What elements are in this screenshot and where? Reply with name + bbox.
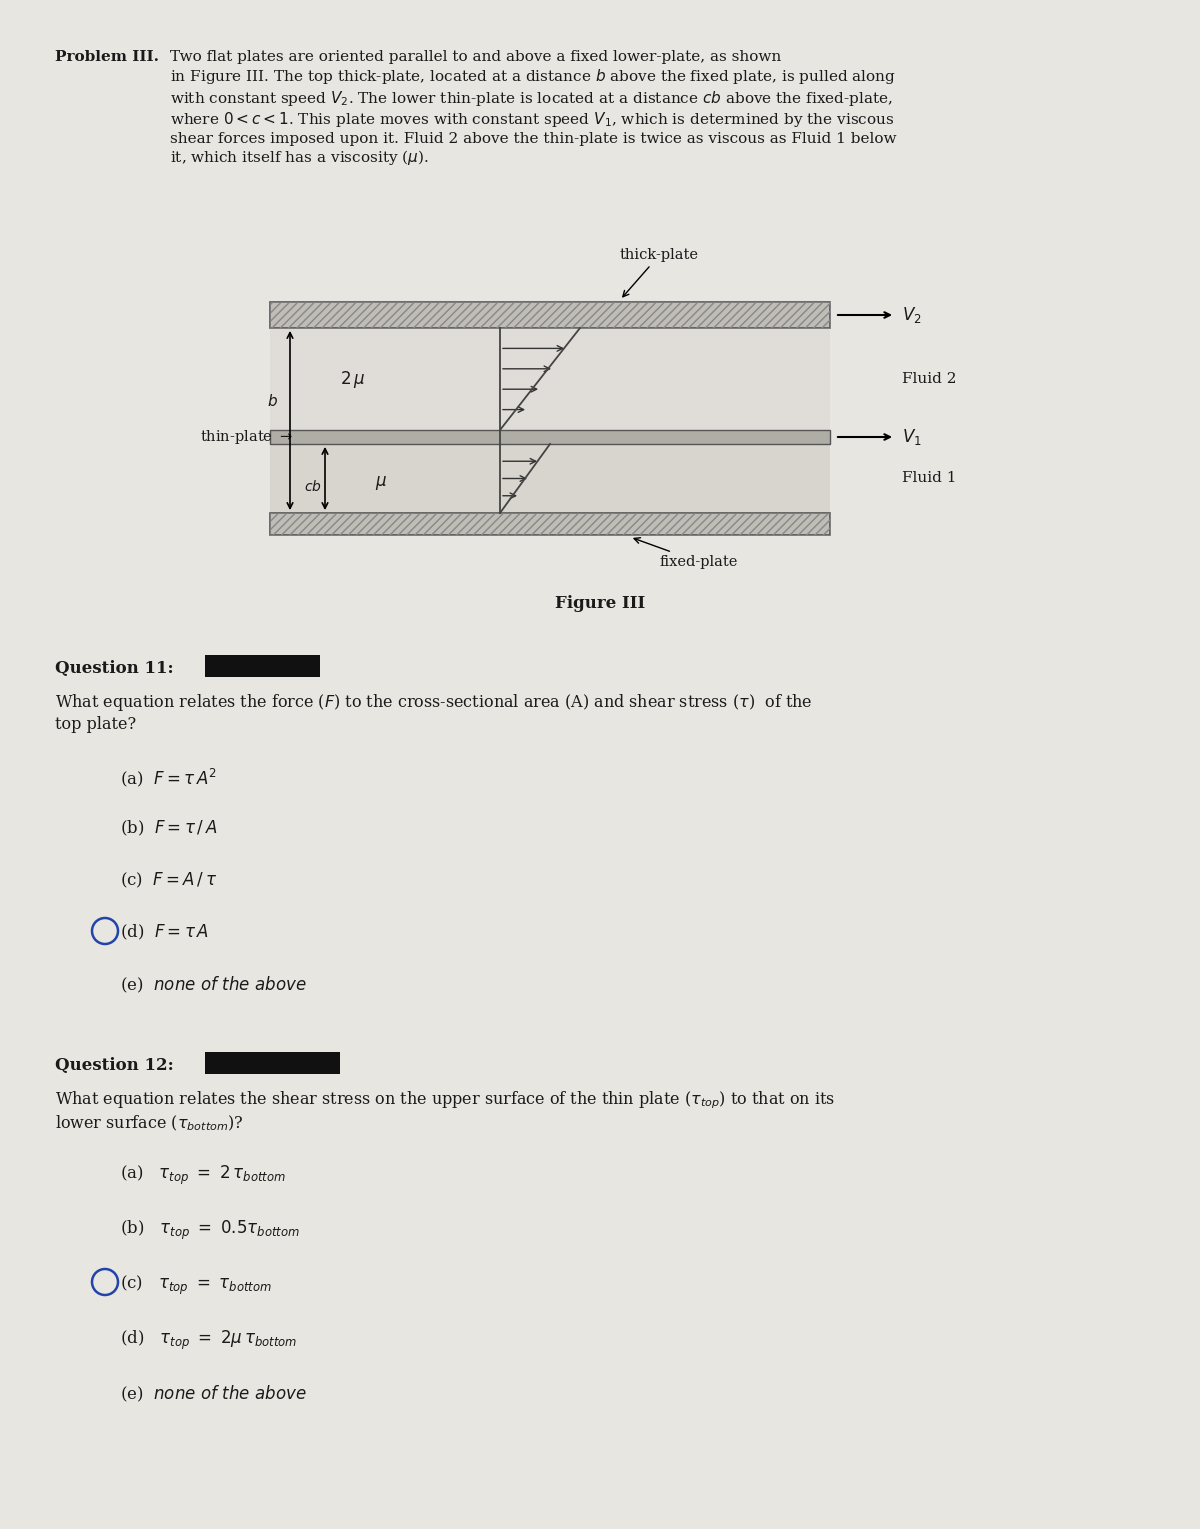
Bar xyxy=(270,303,830,329)
Bar xyxy=(205,1052,340,1073)
Bar xyxy=(270,443,830,514)
Text: (d)   $\tau_{top}\ =\ 2\mu\,\tau_{bottom}$: (d) $\tau_{top}\ =\ 2\mu\,\tau_{bottom}$ xyxy=(120,1329,298,1352)
Text: $cb$: $cb$ xyxy=(305,479,322,494)
Text: Problem III.: Problem III. xyxy=(55,50,158,64)
Text: (a)  $F = \tau\,A^2$: (a) $F = \tau\,A^2$ xyxy=(120,768,217,789)
Text: thick-plate: thick-plate xyxy=(620,248,698,297)
Text: What equation relates the force ($F$) to the cross-sectional area (A) and shear : What equation relates the force ($F$) to… xyxy=(55,693,812,732)
Bar xyxy=(270,303,830,329)
Text: (c)  $F = A\,/\,\tau$: (c) $F = A\,/\,\tau$ xyxy=(120,872,217,890)
Text: (b)  $F = \tau\,/\,A$: (b) $F = \tau\,/\,A$ xyxy=(120,820,217,838)
Text: $V_1$: $V_1$ xyxy=(902,427,922,446)
Bar xyxy=(270,430,830,443)
Text: (e)  $\it{none\ of\ the\ above}$: (e) $\it{none\ of\ the\ above}$ xyxy=(120,976,306,995)
Text: Question 12:: Question 12: xyxy=(55,1057,180,1073)
Text: $2\,\mu$: $2\,\mu$ xyxy=(340,368,365,390)
Text: Two flat plates are oriented parallel to and above a fixed lower-plate, as shown: Two flat plates are oriented parallel to… xyxy=(170,50,896,167)
Text: (d)  $F = \tau\,A$: (d) $F = \tau\,A$ xyxy=(120,924,209,942)
Text: (c)   $\tau_{top}\ =\ \tau_{bottom}$: (c) $\tau_{top}\ =\ \tau_{bottom}$ xyxy=(120,1274,272,1297)
Text: Fluid 2: Fluid 2 xyxy=(902,372,956,385)
Text: thin-plate $\rightarrow$: thin-plate $\rightarrow$ xyxy=(200,428,293,446)
Text: (e)  $\it{none\ of\ the\ above}$: (e) $\it{none\ of\ the\ above}$ xyxy=(120,1384,306,1404)
Bar xyxy=(270,514,830,535)
Text: What equation relates the shear stress on the upper surface of the thin plate ($: What equation relates the shear stress o… xyxy=(55,1089,835,1133)
Text: (a)   $\tau_{top}\ =\ 2\,\tau_{bottom}$: (a) $\tau_{top}\ =\ 2\,\tau_{bottom}$ xyxy=(120,1164,286,1187)
Text: Question 11:: Question 11: xyxy=(55,661,179,677)
Bar xyxy=(270,514,830,535)
Text: fixed-plate: fixed-plate xyxy=(634,538,738,569)
Text: Figure III: Figure III xyxy=(554,595,646,612)
Bar xyxy=(270,329,830,430)
Bar xyxy=(205,654,320,677)
Text: (b)   $\tau_{top}\ =\ 0.5\tau_{bottom}$: (b) $\tau_{top}\ =\ 0.5\tau_{bottom}$ xyxy=(120,1219,300,1242)
Text: $\mu$: $\mu$ xyxy=(374,474,388,492)
Text: $b$: $b$ xyxy=(268,393,278,408)
Text: $V_2$: $V_2$ xyxy=(902,304,922,326)
Text: Fluid 1: Fluid 1 xyxy=(902,471,956,486)
